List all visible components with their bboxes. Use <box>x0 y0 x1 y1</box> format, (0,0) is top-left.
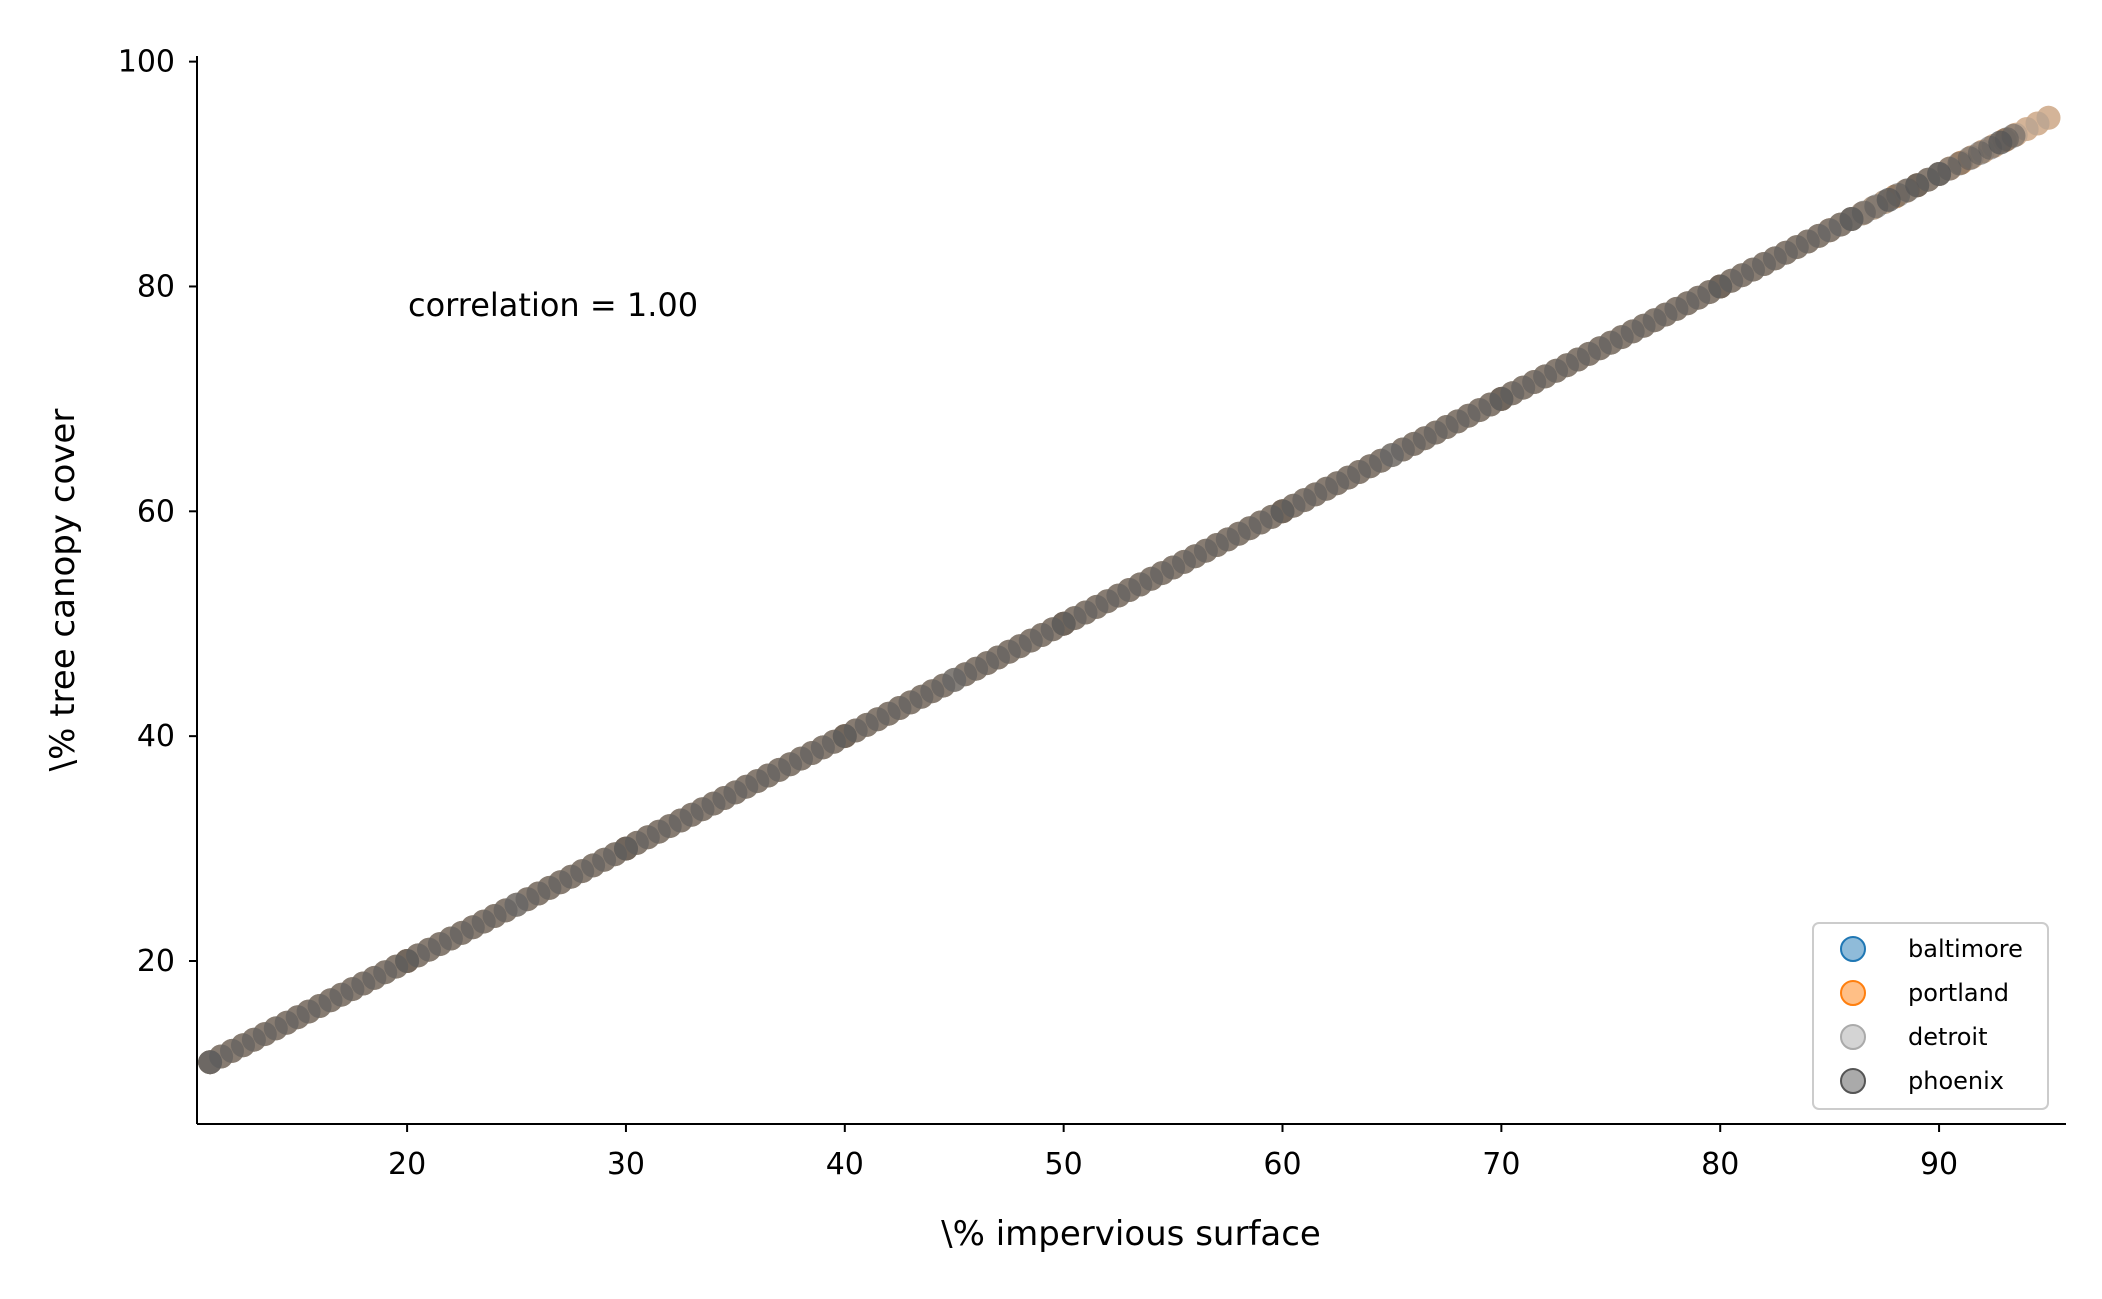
series-phoenix-band <box>198 127 2019 1075</box>
x-tick-label: 90 <box>1920 1147 1958 1182</box>
series-phoenix <box>198 123 2026 1075</box>
x-axis-label: \% impervious surface <box>941 1214 1321 1254</box>
data-point <box>1489 386 1514 411</box>
x-tick-label: 80 <box>1701 1147 1739 1182</box>
x-tick-label: 60 <box>1263 1147 1301 1182</box>
y-tick-label: 80 <box>137 269 175 304</box>
legend: baltimore portland detroit phoenix <box>1812 922 2049 1110</box>
legend-items: baltimore portland detroit phoenix <box>1840 935 2023 1095</box>
legend-label: baltimore <box>1908 935 2023 963</box>
x-tick-label: 70 <box>1482 1147 1520 1182</box>
y-tick-label: 20 <box>137 944 175 979</box>
annotation-text: correlation = 1.00 <box>408 286 698 324</box>
data-point <box>614 836 638 861</box>
legend-item-detroit: detroit <box>1840 1023 1988 1051</box>
data-point <box>1270 499 1295 524</box>
y-axis-label: \% tree canopy cover <box>43 409 83 772</box>
data-point <box>395 949 420 973</box>
legend-marker <box>1840 936 1866 962</box>
legend-item-baltimore: baltimore <box>1840 935 2023 963</box>
legend-item-phoenix: phoenix <box>1840 1067 2004 1095</box>
data-point <box>1876 187 1901 212</box>
data-point <box>1839 207 1864 231</box>
legend-marker <box>1840 980 1866 1006</box>
y-tick-label: 60 <box>137 494 175 529</box>
data-point <box>198 1050 223 1075</box>
data-point <box>1708 274 1733 299</box>
y-tick-label: 100 <box>118 45 175 80</box>
legend-label: phoenix <box>1908 1067 2004 1095</box>
legend-item-portland: portland <box>1840 979 2009 1007</box>
legend-marker <box>1840 1068 1866 1094</box>
x-tick-label: 40 <box>826 1147 864 1182</box>
data-point <box>832 724 857 749</box>
legend-label: portland <box>1908 979 2009 1007</box>
legend-label: detroit <box>1908 1023 1988 1051</box>
data-point <box>2001 123 2026 148</box>
x-axis-ticks: 20 30 40 50 60 70 80 90 <box>388 1124 1958 1182</box>
x-tick-label: 30 <box>607 1147 645 1182</box>
data-point <box>1905 173 1930 198</box>
legend-marker <box>1840 1024 1866 1050</box>
y-axis-ticks: 20 40 60 80 100 <box>118 45 197 979</box>
x-tick-label: 50 <box>1045 1147 1083 1182</box>
legend-box <box>1812 922 2049 1110</box>
data-point <box>2036 105 2061 130</box>
y-tick-label: 40 <box>137 719 175 754</box>
data-point <box>1051 611 1076 636</box>
data-points <box>198 105 2061 1075</box>
x-tick-label: 20 <box>388 1147 426 1182</box>
data-point <box>1927 162 1952 186</box>
